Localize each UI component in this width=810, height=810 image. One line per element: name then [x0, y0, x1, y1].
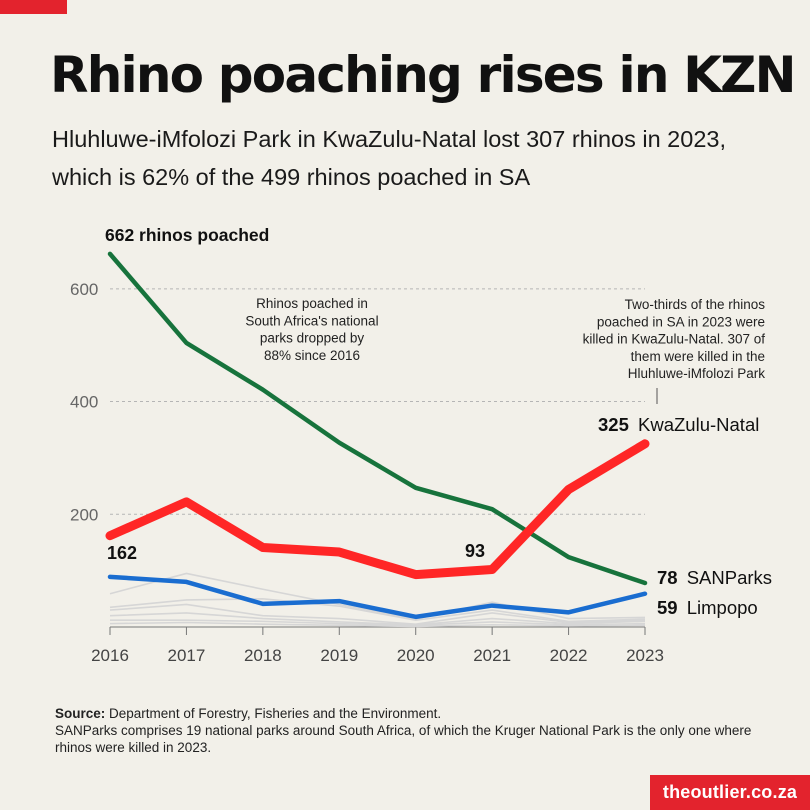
chart-subtitle: Hluhluwe-iMfolozi Park in KwaZulu-Natal … — [52, 126, 726, 190]
background-series-line — [109, 603, 646, 625]
y-tick-label: 600 — [70, 280, 98, 299]
end-label-kwazulu-natal: 325 KwaZulu-Natal — [598, 414, 759, 435]
footer: Source: Department of Forestry, Fisherie… — [55, 705, 775, 756]
y-tick-label: 400 — [70, 393, 98, 412]
accent-bar — [0, 0, 67, 14]
kzn-2016-label: 162 — [107, 543, 137, 563]
kzn-2021-label: 93 — [465, 541, 485, 561]
source-label: Source: — [55, 706, 106, 721]
source-text: Department of Forestry, Fisheries and th… — [109, 706, 442, 721]
x-tick-label: 2023 — [626, 646, 664, 665]
x-tick-label: 2019 — [320, 646, 358, 665]
kzn-note: Two-thirds of the rhinos poached in SA in… — [583, 297, 766, 381]
y-tick-label: 200 — [70, 505, 98, 524]
x-tick-label: 2018 — [244, 646, 282, 665]
background-series-line — [109, 598, 646, 623]
x-tick-label: 2017 — [168, 646, 206, 665]
x-tick-label: 2022 — [550, 646, 588, 665]
footnote: SANParks comprises 19 national parks aro… — [55, 723, 752, 755]
line-chart: 200 400 600 2016 2017 2018 2019 2020 2021 2022 202… — [70, 225, 772, 665]
brand-logo[interactable]: theoutlier.co.za — [650, 775, 810, 810]
background-series-line — [110, 619, 646, 627]
background-series-line — [109, 612, 646, 626]
end-label-sanparks: 78 SANParks — [657, 567, 772, 588]
background-series-line — [109, 621, 646, 628]
x-tick-label: 2016 — [91, 646, 129, 665]
sanparks-line — [107, 251, 648, 586]
limpopo-line — [107, 574, 648, 620]
kzn-line — [105, 439, 650, 580]
national-parks-note: Rhinos poached in South Africa's national… — [245, 296, 378, 363]
sanparks-peak-label: 662 rhinos poached — [105, 225, 269, 245]
x-tick-label: 2020 — [397, 646, 435, 665]
source-line: Source: Department of Forestry, Fisherie… — [55, 705, 775, 722]
background-series-line — [109, 572, 646, 620]
chart-title: Rhino poaching rises in KZN — [50, 46, 796, 104]
end-label-limpopo: 59 Limpopo — [657, 597, 758, 618]
x-tick-label: 2021 — [473, 646, 511, 665]
